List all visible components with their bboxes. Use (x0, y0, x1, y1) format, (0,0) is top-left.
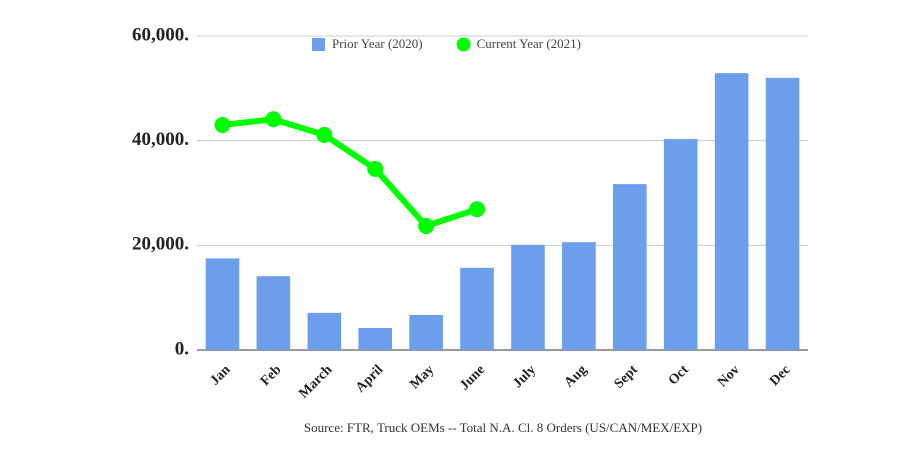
bar (409, 314, 443, 350)
bar (205, 258, 240, 350)
y-tick-label: 60,000. (132, 24, 189, 45)
bar (663, 139, 698, 350)
legend-label: Current Year (2021) (477, 36, 581, 51)
x-tick-label: Oct (666, 362, 692, 388)
bar (765, 77, 800, 350)
line-marker (418, 217, 435, 234)
x-tick-label: April (353, 362, 386, 395)
bar (612, 184, 647, 350)
x-tick-label: Dec (767, 362, 794, 389)
legend-swatch (312, 38, 325, 51)
x-tick-label: Feb (258, 362, 285, 389)
x-tick-label: March (296, 362, 335, 401)
x-tick-label: Nov (715, 362, 743, 390)
bar (256, 276, 291, 350)
bar (358, 328, 393, 350)
legend-label: Prior Year (2020) (332, 36, 423, 51)
bar (714, 73, 749, 350)
bar (460, 267, 494, 350)
legend-swatch (456, 37, 471, 52)
x-tick-label: June (457, 362, 488, 393)
x-tick-label: Sept (612, 362, 642, 392)
bar (511, 244, 545, 350)
line-marker (367, 160, 384, 177)
bar (307, 312, 342, 350)
source-note: Source: FTR, Truck OEMs -- Total N.A. Cl… (304, 420, 702, 435)
y-tick-label: 20,000. (132, 234, 189, 255)
line-marker (469, 201, 486, 218)
x-tick-label: May (407, 362, 437, 392)
x-tick-label: Jan (208, 362, 234, 388)
line (222, 116, 478, 229)
line-marker (265, 111, 282, 128)
y-tick-label: 40,000. (132, 129, 189, 150)
x-tick-label: Aug (562, 362, 590, 390)
y-tick-label: 0. (175, 338, 189, 359)
line-marker (316, 126, 333, 143)
x-tick-label: July (510, 362, 539, 391)
bar (562, 242, 596, 350)
line-marker (214, 116, 231, 133)
